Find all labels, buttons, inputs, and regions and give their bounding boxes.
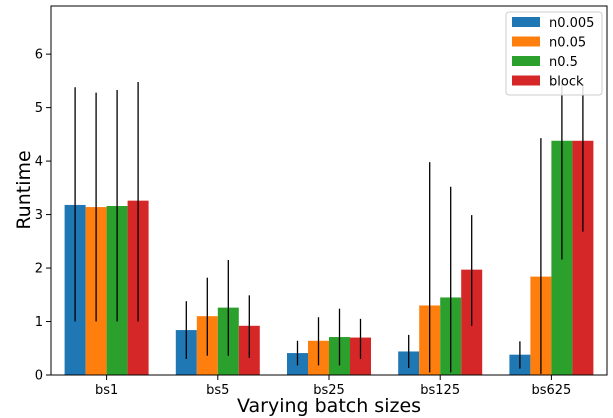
y-tick-label: 5: [35, 101, 43, 116]
legend-label-n0.005: n0.005: [549, 16, 594, 31]
legend-swatch-n0.005: [512, 17, 540, 27]
y-tick-label: 2: [35, 262, 43, 277]
legend-swatch-n0.5: [512, 56, 540, 66]
y-tick-label: 6: [35, 48, 43, 63]
legend-swatch-block: [512, 75, 540, 86]
legend-label-block: block: [549, 75, 584, 90]
bar-block-bs625: [572, 140, 594, 375]
legend-label-n0.5: n0.5: [549, 55, 578, 70]
bars-layer: [64, 140, 594, 375]
x-tick-label: bs125: [420, 383, 460, 398]
legend-box: [505, 11, 603, 96]
y-axis-label: Runtime: [13, 150, 35, 229]
x-axis-label: Varying batch sizes: [237, 395, 421, 417]
y-axis: 0 1 2 3 4 5 6: [35, 48, 51, 384]
y-tick-label: 3: [35, 208, 43, 223]
error-bars-layer: [74, 81, 584, 374]
y-tick-label: 0: [35, 369, 43, 384]
x-tick-label: bs1: [95, 383, 118, 398]
y-tick-label: 1: [35, 315, 43, 330]
x-tick-label: bs625: [531, 383, 571, 398]
legend-label-n0.05: n0.05: [549, 36, 586, 51]
y-tick-label: 4: [35, 155, 43, 170]
legend: n0.005 n0.05 n0.5 block: [505, 11, 603, 96]
legend-swatch-n0.05: [512, 36, 540, 47]
x-tick-label: bs5: [206, 383, 229, 398]
x-tick-label: bs25: [313, 383, 345, 398]
x-axis: bs1 bs5 bs25 bs125 bs625: [95, 375, 571, 398]
